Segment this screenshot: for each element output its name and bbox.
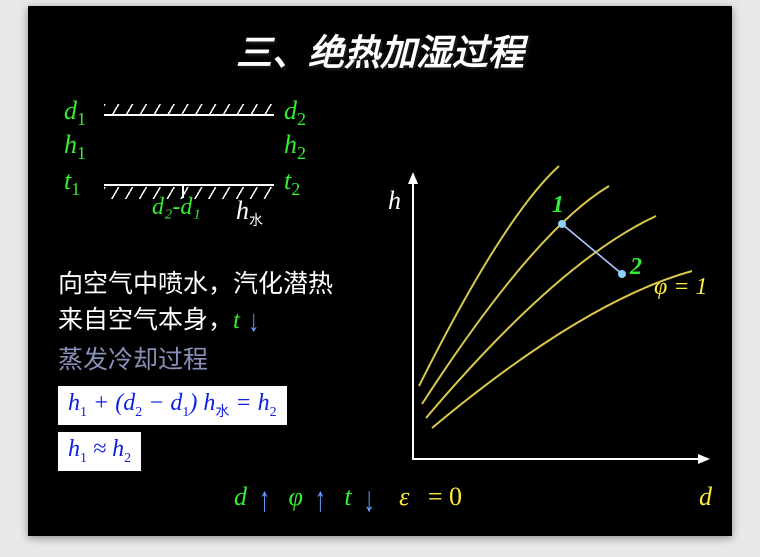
phi-curve xyxy=(426,216,656,418)
label-h-water: h水 xyxy=(236,196,263,230)
label-d1: d1 xyxy=(64,96,86,130)
down-arrow-icon: ↓ xyxy=(248,303,259,339)
label-t1: t1 xyxy=(64,166,80,200)
body-line-2: 来自空气本身，t ↓ xyxy=(58,300,261,336)
sub-line: 蒸发冷却过程 xyxy=(58,340,208,376)
equation-2: h1 ≈ h2 xyxy=(58,432,141,471)
d-axis-label: d xyxy=(699,482,712,512)
state-point xyxy=(558,220,566,228)
var-t-bottom: t xyxy=(344,482,351,511)
body-line-1: 向空气中喷水，汽化潜热 xyxy=(58,264,333,300)
equation-1: h1 + (d2 − d1) h水 = h2 xyxy=(58,386,287,425)
var-d: d xyxy=(234,482,247,511)
slide-title: 三、绝热加湿过程 xyxy=(28,24,732,76)
epsilon: ε = 0 xyxy=(393,482,468,511)
bottom-plate xyxy=(104,184,274,187)
state-point xyxy=(618,270,626,278)
phi-curve xyxy=(419,166,559,386)
bottom-summary: d↑ φ↑ t↓ ε = 0 d xyxy=(228,482,708,512)
label-h1: h1 xyxy=(64,130,86,164)
up-arrow-icon: ↑ xyxy=(259,479,270,521)
label-h2: h2 xyxy=(284,130,306,164)
inlet-outlet-diagram: d1 d2 h1 h2 t1 t2 d₂-d₁ h水 xyxy=(58,94,358,229)
state-point-label: 1 xyxy=(552,192,564,219)
phi-1-label: φ = 1 xyxy=(654,274,707,301)
h-d-chart: h 12 φ = 1 xyxy=(394,156,714,486)
up-arrow-icon: ↑ xyxy=(315,479,326,521)
var-phi: φ xyxy=(289,482,303,511)
label-t2: t2 xyxy=(284,166,300,200)
label-d2-d1: d₂-d₁ xyxy=(152,194,201,221)
var-t: t xyxy=(233,307,240,334)
process-line xyxy=(562,224,622,274)
label-d2: d2 xyxy=(284,96,306,130)
body-line-2-text: 来自空气本身， xyxy=(58,307,233,334)
phi-curve xyxy=(432,271,692,428)
slide: 三、绝热加湿过程 d1 d2 h1 h2 t1 t2 d₂-d₁ h水 向空气中… xyxy=(28,6,732,536)
top-plate xyxy=(104,114,274,117)
state-point-label: 2 xyxy=(630,254,642,281)
down-arrow-icon: ↓ xyxy=(364,479,375,521)
